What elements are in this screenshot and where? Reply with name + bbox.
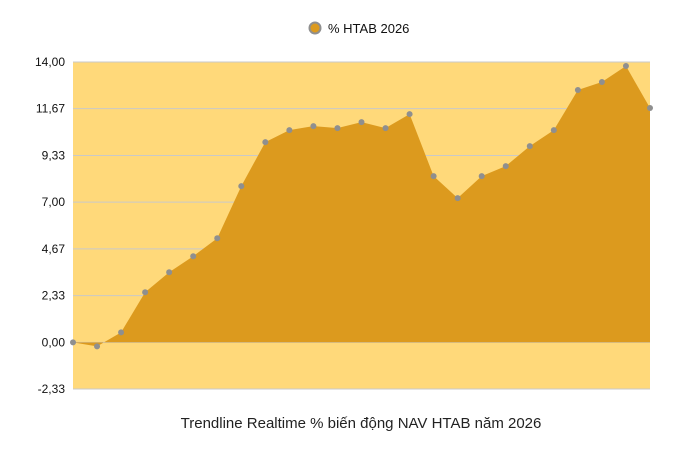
y-tick-label: 2,33: [42, 289, 66, 303]
data-point: [598, 79, 605, 86]
y-tick-label: 11,67: [36, 102, 65, 116]
data-point: [406, 111, 413, 118]
data-point: [334, 125, 341, 132]
data-point: [238, 183, 245, 190]
data-point: [286, 127, 293, 134]
data-point: [550, 127, 557, 134]
legend-label: % HTAB 2026: [328, 21, 409, 36]
area-series: [73, 66, 650, 347]
data-point: [142, 289, 149, 296]
data-point: [358, 119, 365, 126]
legend-marker: [308, 21, 322, 35]
data-point: [622, 63, 629, 70]
y-axis-ticks: 14,00 11,67 9,33 7,00 4,67 2,33 0,00 -2,33: [35, 55, 65, 396]
y-tick-label: -2,33: [38, 382, 66, 396]
data-point: [190, 253, 197, 260]
legend: % HTAB 2026: [308, 21, 409, 36]
data-point: [478, 173, 485, 180]
data-point: [647, 105, 653, 112]
data-point: [502, 163, 509, 170]
data-point: [430, 173, 437, 180]
data-point: [214, 235, 221, 242]
x-axis-label: Trendline Realtime % biến động NAV HTAB …: [181, 415, 542, 432]
data-markers: [70, 63, 653, 350]
data-point: [166, 269, 173, 276]
y-tick-label: 7,00: [42, 195, 66, 209]
data-point: [454, 195, 461, 202]
data-point: [526, 143, 533, 150]
data-point: [262, 139, 269, 146]
data-point: [94, 343, 101, 350]
y-tick-label: 0,00: [42, 335, 66, 349]
data-point: [574, 87, 581, 94]
y-tick-label: 14,00: [35, 55, 65, 69]
data-point: [382, 125, 389, 132]
data-point: [118, 329, 125, 336]
data-point: [70, 339, 76, 346]
y-tick-label: 9,33: [42, 149, 66, 163]
data-point: [310, 123, 317, 130]
y-tick-label: 4,67: [42, 242, 66, 256]
